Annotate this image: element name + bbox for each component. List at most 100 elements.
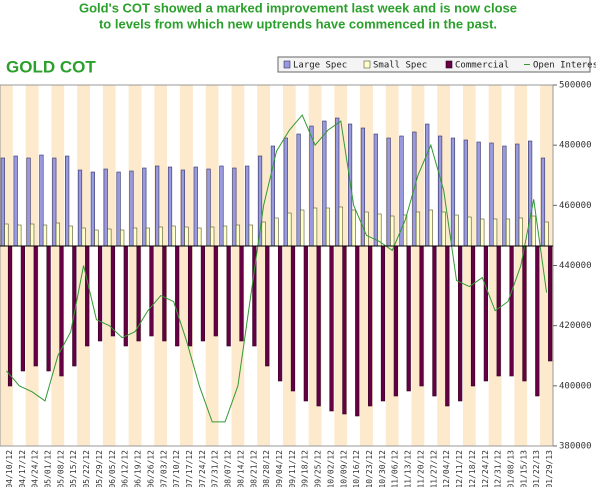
y2-tick-label: 380000 [559, 442, 592, 452]
legend-box [277, 56, 591, 73]
bar [351, 209, 356, 247]
bar [120, 229, 125, 247]
bar [232, 167, 237, 247]
bar [55, 222, 60, 247]
bar [97, 245, 103, 342]
bar [505, 218, 511, 247]
bar [287, 212, 292, 247]
bar [162, 245, 167, 342]
x-tick-label: 05/22/12 [82, 450, 91, 487]
bar [68, 225, 73, 247]
bar [222, 225, 228, 247]
bar [467, 216, 472, 247]
bar [175, 245, 180, 347]
bar [528, 140, 533, 247]
bar [406, 245, 411, 392]
bar [239, 245, 244, 342]
bar [428, 209, 433, 247]
bar [300, 209, 305, 247]
bar [142, 167, 147, 247]
bar [316, 245, 321, 407]
legend-label: Commercial [455, 61, 509, 71]
bar [248, 224, 253, 247]
bar [368, 245, 373, 407]
bar [94, 229, 99, 247]
x-tick-label: 06/05/12 [108, 450, 117, 487]
x-tick-label: 11/20/12 [416, 450, 425, 487]
bar [303, 245, 308, 402]
x-tick-label: 08/14/12 [236, 450, 245, 487]
line [6, 114, 548, 423]
x-tick-label: 07/17/12 [185, 450, 194, 487]
x-tick-label: 09/11/12 [288, 450, 297, 487]
bar [489, 142, 494, 247]
x-tick-label: 08/07/12 [224, 450, 233, 487]
bar [380, 245, 386, 402]
bar [441, 211, 446, 247]
x-tick-label: 09/04/12 [275, 450, 284, 487]
x-tick-label: 12/24/12 [481, 450, 490, 487]
x-tick-label: 01/08/13 [506, 450, 515, 487]
x-tick-label: 08/21/12 [249, 450, 258, 487]
x-tick-label: 08/28/12 [262, 450, 271, 487]
bar [548, 245, 553, 362]
bar [213, 245, 218, 337]
bar [145, 227, 150, 247]
bar [46, 245, 51, 372]
bar [7, 245, 13, 387]
x-tick-label: 11/06/12 [391, 450, 400, 487]
bar [261, 221, 266, 247]
bar [540, 157, 546, 247]
bar [458, 245, 463, 402]
bar [59, 245, 64, 377]
bar [107, 228, 112, 247]
bar [493, 218, 498, 247]
x-tick-label: 12/31/12 [494, 450, 503, 487]
bar [180, 169, 185, 247]
x-tick-label: 01/29/13 [545, 450, 554, 487]
bar [445, 245, 450, 407]
bar [531, 215, 536, 247]
bar [110, 245, 116, 337]
bar [274, 217, 279, 247]
bar [338, 206, 343, 247]
bar [480, 218, 485, 247]
chart-title: GOLD COT [6, 57, 96, 76]
legend-label: Large Spec [293, 61, 347, 71]
bar [386, 137, 391, 247]
bar [20, 245, 25, 372]
bar [355, 245, 360, 417]
bar [167, 166, 173, 247]
bar [42, 224, 48, 247]
x-tick-label: 09/18/12 [301, 450, 310, 487]
y2-tick-label: 420000 [559, 321, 592, 331]
bar [265, 245, 270, 367]
bar [26, 157, 31, 247]
bar [450, 137, 456, 247]
bar [206, 168, 211, 247]
bar [518, 217, 523, 247]
x-tick-label: 01/15/13 [519, 450, 528, 487]
bar [483, 245, 488, 382]
bar [210, 226, 215, 247]
x-tick-label: 06/12/12 [121, 450, 130, 487]
bar [415, 211, 421, 247]
bar [30, 223, 35, 247]
bar [90, 171, 95, 247]
bar [171, 225, 176, 247]
bar [123, 245, 128, 347]
bar [116, 171, 121, 247]
x-tick-label: 12/18/12 [468, 450, 477, 487]
bar [52, 157, 57, 247]
bar [312, 207, 318, 247]
bar [103, 168, 108, 247]
x-tick-label: 05/29/12 [95, 450, 104, 487]
bar [309, 125, 314, 247]
bar [77, 169, 83, 247]
bar [322, 120, 327, 247]
x-tick-label: 11/13/12 [404, 450, 413, 487]
y2-tick-label: 460000 [559, 201, 592, 211]
legend-label: Small Spec [373, 61, 427, 71]
legend-swatch [363, 60, 371, 69]
